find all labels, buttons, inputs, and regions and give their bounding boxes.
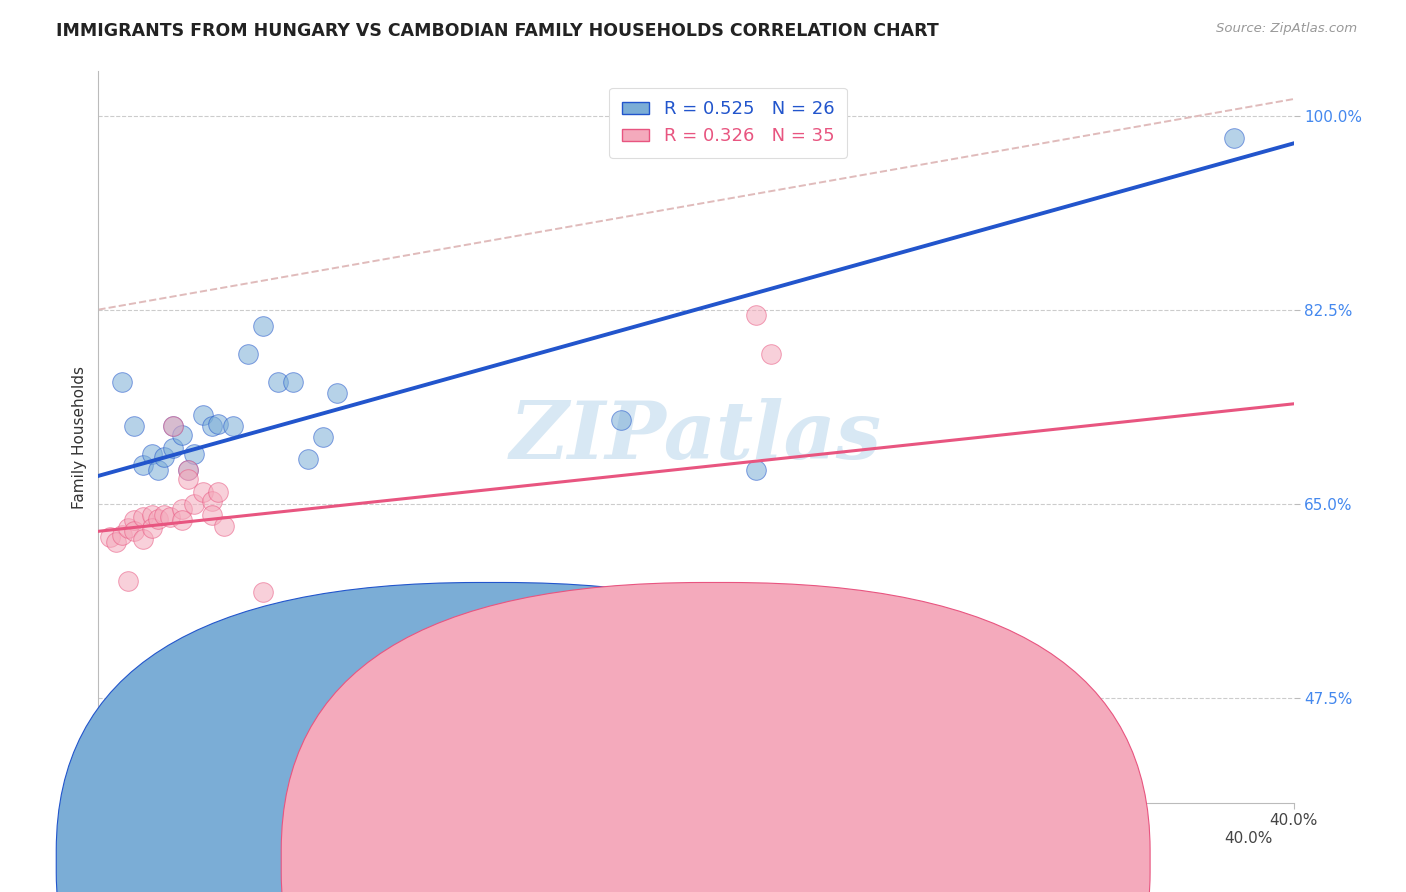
Point xyxy=(141,521,163,535)
Text: 40.0%: 40.0% xyxy=(1225,831,1272,846)
Point xyxy=(550,663,572,677)
Point xyxy=(252,319,274,334)
Point xyxy=(252,585,274,599)
Point xyxy=(153,450,176,464)
Point xyxy=(124,524,146,539)
Point xyxy=(172,513,194,527)
Point xyxy=(201,508,224,522)
Point xyxy=(207,417,229,431)
Point xyxy=(297,685,319,699)
Point xyxy=(105,535,128,549)
Point xyxy=(260,618,283,632)
Point xyxy=(267,375,290,389)
Point xyxy=(117,574,139,589)
Point xyxy=(446,685,468,699)
Point xyxy=(177,463,200,477)
Point xyxy=(222,419,245,434)
Point xyxy=(172,428,194,442)
Point xyxy=(132,458,155,472)
Point xyxy=(745,463,768,477)
Point xyxy=(201,419,224,434)
Point xyxy=(132,509,155,524)
Point xyxy=(1223,131,1246,145)
Point xyxy=(153,508,176,522)
Point xyxy=(212,518,235,533)
Point xyxy=(124,419,146,434)
Legend: R = 0.525   N = 26, R = 0.326   N = 35: R = 0.525 N = 26, R = 0.326 N = 35 xyxy=(609,87,846,158)
Point xyxy=(148,512,170,526)
Point xyxy=(172,502,194,516)
Y-axis label: Family Households: Family Households xyxy=(72,366,87,508)
Point xyxy=(191,408,214,422)
Point xyxy=(111,527,134,541)
Point xyxy=(745,308,768,322)
Point xyxy=(141,508,163,522)
Point xyxy=(117,521,139,535)
Point xyxy=(610,413,633,427)
Point xyxy=(191,485,214,500)
Point xyxy=(297,452,319,467)
Point xyxy=(655,657,678,672)
Point xyxy=(98,530,122,544)
Point xyxy=(311,430,333,444)
Point xyxy=(132,532,155,546)
Point xyxy=(236,640,259,655)
Text: ZIPatlas: ZIPatlas xyxy=(510,399,882,475)
Point xyxy=(610,690,633,705)
Point xyxy=(207,485,229,500)
Point xyxy=(141,447,163,461)
Point xyxy=(201,494,224,508)
Point xyxy=(759,347,782,361)
Point xyxy=(162,419,184,434)
Text: Cambodians: Cambodians xyxy=(738,855,834,869)
Text: IMMIGRANTS FROM HUNGARY VS CAMBODIAN FAMILY HOUSEHOLDS CORRELATION CHART: IMMIGRANTS FROM HUNGARY VS CAMBODIAN FAM… xyxy=(56,22,939,40)
Point xyxy=(281,375,304,389)
Point xyxy=(177,472,200,486)
Point xyxy=(326,385,349,400)
Point xyxy=(183,497,205,511)
Point xyxy=(159,509,181,524)
Point xyxy=(177,463,200,477)
Point xyxy=(183,447,205,461)
Point xyxy=(124,513,146,527)
Text: Source: ZipAtlas.com: Source: ZipAtlas.com xyxy=(1216,22,1357,36)
Point xyxy=(281,605,304,619)
Point xyxy=(111,375,134,389)
Point xyxy=(236,347,259,361)
Text: Immigrants from Hungary: Immigrants from Hungary xyxy=(513,855,711,869)
Point xyxy=(148,463,170,477)
Text: 0.0%: 0.0% xyxy=(98,831,138,846)
Point xyxy=(162,419,184,434)
Point xyxy=(162,441,184,455)
